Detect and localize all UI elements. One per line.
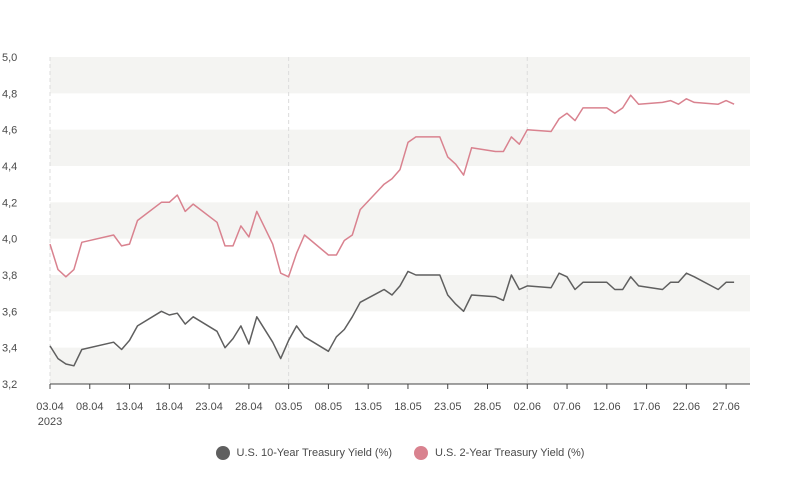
x-tick-label: 18.04 <box>156 401 184 413</box>
legend-item-2-year: U.S. 2-Year Treasury Yield (%) <box>414 446 584 460</box>
legend-label-2-year: U.S. 2-Year Treasury Yield (%) <box>435 447 585 459</box>
x-tick-label: 18.05 <box>394 401 422 413</box>
y-tick-label: 4,8 <box>2 88 17 100</box>
grid-band <box>50 57 750 94</box>
x-tick-label: 03.05 <box>275 401 303 413</box>
chart-canvas: 3,2 3,4 3,6 3,8 4,0 4,2 4,4 4,6 4,8 5,0 03.04 2023… <box>2 52 750 428</box>
grid-band <box>50 347 750 384</box>
x-tick-label: 12.06 <box>593 401 621 413</box>
y-tick-label: 3,4 <box>2 343 17 355</box>
x-tick-label: 08.04 <box>76 401 104 413</box>
grid-band <box>50 275 750 312</box>
x-tick-label: 27.06 <box>712 401 740 413</box>
y-tick-labels: 3,2 3,4 3,6 3,8 4,0 4,2 4,4 4,6 4,8 5,0 <box>2 52 17 391</box>
x-tick-label: 28.05 <box>474 401 502 413</box>
x-tick-year-label: 2023 <box>38 416 62 428</box>
legend-swatch-2-year <box>414 446 429 460</box>
x-tick-label: 23.05 <box>434 401 462 413</box>
legend-item-10-year: U.S. 10-Year Treasury Yield (%) <box>215 446 393 460</box>
y-tick-label: 5,0 <box>2 52 17 64</box>
x-tick-label: 17.06 <box>633 401 661 413</box>
y-tick-label: 3,8 <box>2 270 17 282</box>
y-tick-label: 4,2 <box>2 197 17 209</box>
grid-band <box>50 202 750 239</box>
y-tick-label: 4,4 <box>2 161 17 173</box>
series-lines <box>49 94 735 367</box>
x-tick-label: 22.06 <box>673 401 701 413</box>
y-tick-label: 3,6 <box>2 306 17 318</box>
x-tick-label: 23.04 <box>195 401 223 413</box>
y-tick-label: 4,0 <box>2 234 17 246</box>
vertical-gridlines <box>288 57 528 384</box>
legend-label-10-year: U.S. 10-Year Treasury Yield (%) <box>236 447 393 459</box>
y-tick-label: 4,6 <box>2 125 17 137</box>
x-tick-label: 08.05 <box>315 401 343 413</box>
x-tick-label: 28.04 <box>235 401 263 413</box>
legend-swatch-10-year <box>215 446 230 460</box>
x-tick-label: 02.06 <box>514 401 542 413</box>
x-tick-label: 07.06 <box>553 401 581 413</box>
grid-band <box>50 129 750 166</box>
legend: U.S. 10-Year Treasury Yield (%) U.S. 2-Y… <box>0 446 800 460</box>
series-line-2-year <box>49 94 735 278</box>
x-tick-label: 13.05 <box>354 401 382 413</box>
x-tick-label: 03.04 <box>36 401 64 413</box>
series-line-10-year <box>49 270 735 367</box>
y-tick-label: 3,2 <box>2 379 17 391</box>
x-tick-labels: 03.04 2023 08.04 13.04 18.04 23.04 28.04 03.05 0… <box>36 384 740 428</box>
x-tick-label: 13.04 <box>116 401 144 413</box>
grid-bands <box>50 57 750 384</box>
